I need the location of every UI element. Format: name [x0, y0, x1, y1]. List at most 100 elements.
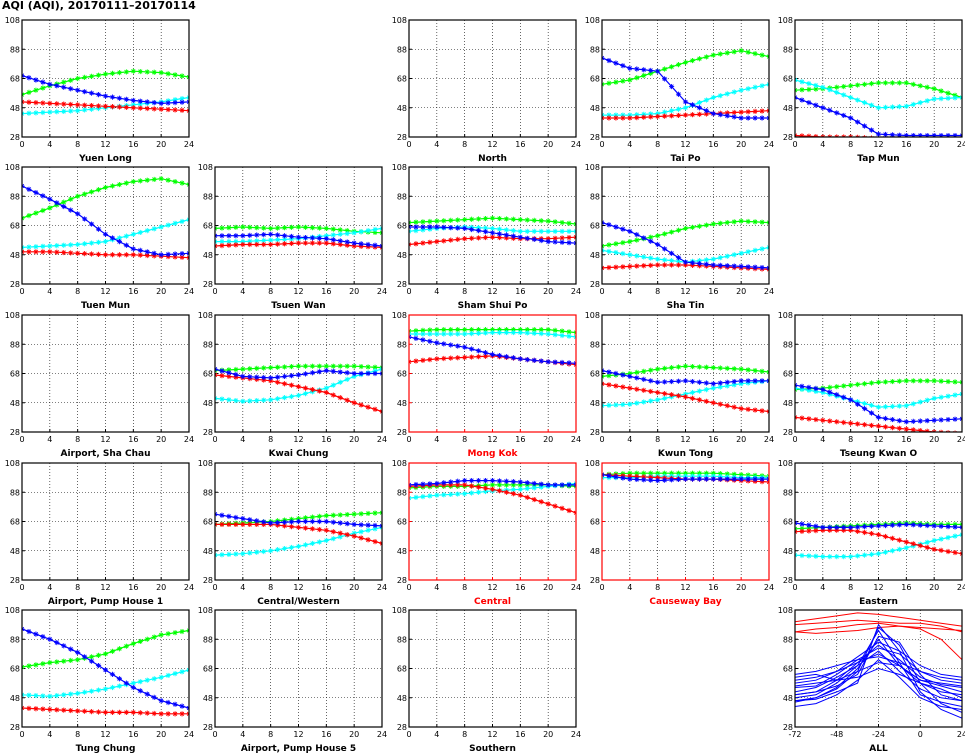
- x-tick-label: 8: [655, 583, 660, 592]
- x-tick-label: 12: [680, 435, 690, 444]
- y-tick-label: 28: [203, 723, 213, 732]
- x-tick-label: 8: [75, 435, 80, 444]
- y-tick-label: 108: [778, 606, 793, 615]
- x-tick-label: 12: [100, 140, 110, 149]
- x-tick-label: 8: [655, 140, 660, 149]
- x-tick-label: 0: [19, 435, 24, 444]
- x-tick-label: 8: [462, 730, 467, 739]
- y-tick-label: 108: [392, 606, 407, 615]
- x-tick-label: 0: [406, 583, 411, 592]
- x-tick-label: 24: [377, 583, 387, 592]
- series-line-12: [795, 656, 962, 681]
- y-tick-label: 48: [590, 104, 600, 113]
- x-tick-label: 20: [349, 287, 359, 296]
- x-tick-label: 12: [873, 435, 883, 444]
- x-tick-label: 20: [543, 730, 553, 739]
- x-tick-label: 0: [212, 583, 217, 592]
- series-markers-4: [602, 472, 769, 484]
- x-tick-label: 24: [957, 730, 965, 739]
- series-markers-4: [22, 72, 189, 106]
- x-tick-label: 0: [406, 435, 411, 444]
- x-tick-label: 0: [212, 435, 217, 444]
- x-tick-label: -24: [872, 730, 885, 739]
- plot-frame: [21, 166, 190, 285]
- panel-label: Causeway Bay: [649, 597, 721, 607]
- y-tick-label: 28: [783, 576, 793, 585]
- series-group: [22, 176, 189, 261]
- y-tick-label: 28: [203, 280, 213, 289]
- x-tick-label: 0: [792, 435, 797, 444]
- series-line-16: [795, 635, 962, 702]
- series-markers-4: [795, 520, 962, 530]
- y-tick-label: 28: [397, 428, 407, 437]
- y-tick-label: 28: [10, 723, 20, 732]
- x-tick-label: 12: [680, 583, 690, 592]
- x-tick-label: 20: [156, 583, 166, 592]
- series-group: [215, 363, 382, 415]
- panel-label: Southern: [469, 744, 516, 754]
- series-line-8: [795, 641, 962, 681]
- x-tick-label: 8: [848, 583, 853, 592]
- y-tick-label: 68: [590, 518, 600, 527]
- x-tick-label: 8: [462, 140, 467, 149]
- y-tick-label: 108: [5, 606, 20, 615]
- y-tick-label: 28: [203, 576, 213, 585]
- series-markers-4: [215, 511, 382, 529]
- series-markers-4: [602, 367, 769, 387]
- x-tick-label: 4: [47, 730, 52, 739]
- series-group: [602, 363, 769, 415]
- plot-frame: [408, 314, 577, 433]
- x-tick-label: 0: [406, 730, 411, 739]
- y-tick-label: 28: [397, 280, 407, 289]
- y-tick-label: 68: [397, 665, 407, 674]
- x-tick-label: 20: [736, 435, 746, 444]
- y-tick-label: 88: [10, 488, 20, 497]
- series-group: [409, 215, 576, 248]
- x-tick-label: 24: [184, 583, 194, 592]
- x-tick-label: 0: [406, 287, 411, 296]
- y-tick-label: 48: [397, 399, 407, 408]
- x-tick-label: 12: [100, 583, 110, 592]
- x-tick-label: 8: [268, 730, 273, 739]
- y-tick-label: 28: [590, 576, 600, 585]
- y-tick-label: 88: [203, 635, 213, 644]
- y-tick-label: 48: [397, 694, 407, 703]
- x-tick-label: 4: [627, 287, 632, 296]
- x-tick-label: 20: [156, 730, 166, 739]
- x-tick-label: 0: [212, 730, 217, 739]
- x-tick-label: 8: [655, 287, 660, 296]
- x-tick-label: 20: [156, 287, 166, 296]
- panel-label: Airport, Sha Chau: [61, 449, 151, 459]
- x-tick-label: 16: [515, 583, 525, 592]
- series-line-3: [795, 612, 962, 627]
- plot-frame: [21, 609, 190, 728]
- series-line-1: [795, 619, 962, 633]
- plot-frame: [21, 19, 190, 138]
- plot-frame: [601, 19, 770, 138]
- series-group: [795, 612, 962, 719]
- y-tick-label: 48: [783, 399, 793, 408]
- plot-frame: [601, 166, 770, 285]
- series-line-14: [795, 659, 962, 710]
- series-group: [409, 477, 576, 516]
- x-tick-label: 8: [75, 730, 80, 739]
- series-markers-1: [22, 627, 189, 670]
- panel-label: Tai Po: [670, 154, 700, 164]
- y-tick-label: 68: [397, 75, 407, 84]
- y-tick-label: 68: [10, 518, 20, 527]
- series-line-17: [795, 667, 962, 699]
- y-tick-label: 28: [10, 576, 20, 585]
- series-markers-1: [215, 363, 382, 374]
- plot-frame: [214, 166, 383, 285]
- y-tick-label: 108: [198, 311, 213, 320]
- panel-label: Kwun Tong: [658, 449, 713, 459]
- x-tick-label: 12: [680, 287, 690, 296]
- x-tick-label: 8: [462, 287, 467, 296]
- y-tick-label: 88: [10, 192, 20, 201]
- x-tick-label: 20: [349, 435, 359, 444]
- y-tick-label: 68: [203, 222, 213, 231]
